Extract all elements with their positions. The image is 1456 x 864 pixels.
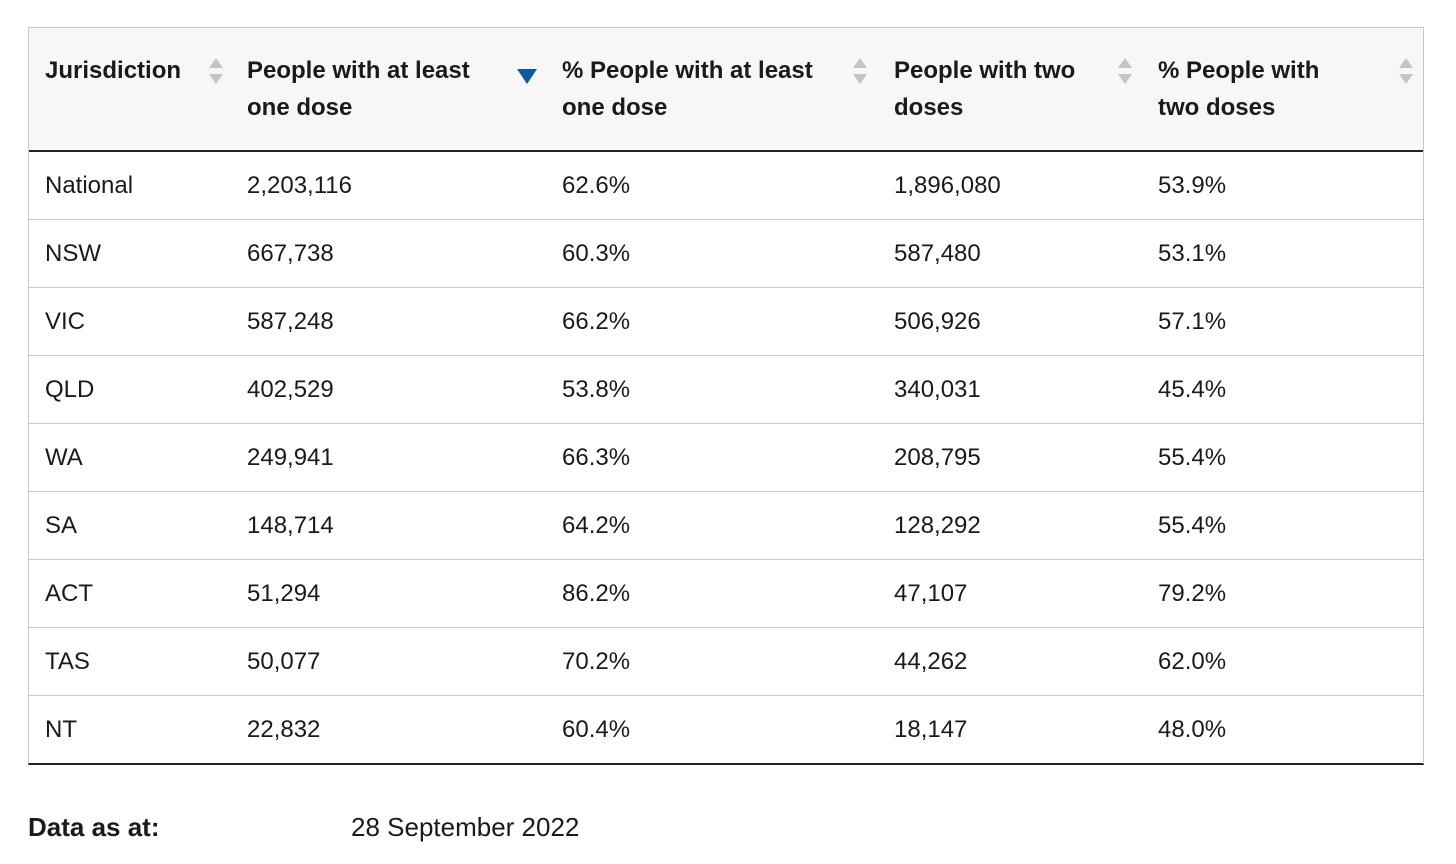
table-cell: 402,529 [247, 376, 334, 403]
table-cell: 57.1% [1158, 308, 1227, 335]
table-cell: 506,926 [894, 308, 981, 335]
table-cell: VIC [45, 308, 86, 335]
table-cell: 62.0% [1158, 648, 1227, 675]
sort-button[interactable] [1114, 56, 1136, 88]
sort-arrow [209, 74, 223, 84]
table-cell: 2,203,116 [247, 172, 352, 199]
sort-icon [1118, 58, 1132, 84]
table-cell: 79.2% [1158, 580, 1227, 607]
table-cell: 1,896,080 [894, 172, 1001, 199]
table-cell: 50,077 [247, 648, 321, 675]
table-cell: 45.4% [1158, 376, 1227, 403]
table-cell: 47,107 [894, 580, 968, 607]
header-text: People with at least one dose [247, 57, 470, 121]
table-cell: TAS [45, 648, 90, 675]
header-cell[interactable]: People with two doses [878, 28, 1142, 150]
sort-arrow [1118, 74, 1132, 84]
table-cell: 587,248 [247, 308, 334, 335]
table-row: QLD 402,529 53.8% 340,031 45.4% [29, 355, 1423, 423]
sort-button[interactable] [205, 56, 227, 88]
sort-icon [853, 58, 867, 84]
table-cell: 53.1% [1158, 240, 1227, 267]
header-cell[interactable]: % People with two doses [1142, 28, 1423, 150]
table-row: VIC 587,248 66.2% 506,926 57.1% [29, 287, 1423, 355]
table-row: NT 22,832 60.4% 18,147 48.0% [29, 695, 1423, 763]
table-cell: 208,795 [894, 444, 981, 471]
sort-arrow [1399, 74, 1413, 84]
table-cell: 55.4% [1158, 512, 1227, 539]
table-cell: 53.9% [1158, 172, 1227, 199]
header-cell[interactable]: % People with at least one dose [546, 28, 878, 150]
table-row: NSW 667,738 60.3% 587,480 53.1% [29, 219, 1423, 287]
table-cell: 70.2% [562, 648, 631, 675]
table-cell: 667,738 [247, 240, 334, 267]
footer-value: 28 September 2022 [351, 812, 580, 842]
sort-button[interactable] [1395, 56, 1417, 88]
table-cell: 128,292 [894, 512, 981, 539]
table-cell: QLD [45, 376, 95, 403]
table-cell: 66.2% [562, 308, 631, 335]
table-row: SA 148,714 64.2% 128,292 55.4% [29, 491, 1423, 559]
table-cell: 18,147 [894, 716, 968, 743]
footer-label: Data as at: [28, 812, 160, 842]
table-cell: 587,480 [894, 240, 981, 267]
table-cell: 64.2% [562, 512, 631, 539]
table-cell: 51,294 [247, 580, 321, 607]
header-row: Jurisdiction People with at least one dos… [29, 28, 1423, 152]
table-body: National 2,203,116 62.6% 1,896,080 53.9% NSW 6… [29, 152, 1423, 763]
table-cell: ACT [45, 580, 93, 607]
sort-arrow [209, 58, 223, 68]
table-cell: 48.0% [1158, 716, 1227, 743]
table-cell: 60.3% [562, 240, 631, 267]
data-table: Jurisdiction People with at least one dos… [28, 27, 1424, 765]
table-cell: 44,262 [894, 648, 968, 675]
table-cell: NT [45, 716, 77, 743]
header-cell[interactable]: People with at least one dose [231, 28, 546, 150]
header-text: Jurisdiction [45, 57, 182, 84]
table-cell: National [45, 172, 134, 199]
sort-desc [517, 69, 537, 84]
table-cell: 60.4% [562, 716, 631, 743]
table-cell: 55.4% [1158, 444, 1227, 471]
table-cell: SA [45, 512, 78, 539]
sort-icon [517, 69, 537, 84]
table-row: ACT 51,294 86.2% 47,107 79.2% [29, 559, 1423, 627]
sort-button[interactable] [849, 56, 871, 88]
table-cell: NSW [45, 240, 101, 267]
table-row: TAS 50,077 70.2% 44,262 62.0% [29, 627, 1423, 695]
table-cell: WA [45, 444, 83, 471]
sort-button[interactable] [516, 56, 538, 88]
sort-arrow [1118, 58, 1132, 68]
header-cell[interactable]: Jurisdiction [29, 28, 231, 150]
sort-icon [209, 58, 223, 84]
table-cell: 148,714 [247, 512, 334, 539]
header-text: People with two doses [894, 57, 1076, 121]
header-text: % People with two doses [1158, 57, 1320, 121]
sort-arrow [853, 58, 867, 68]
table-cell: 66.3% [562, 444, 631, 471]
sort-arrow [853, 74, 867, 84]
table-cell: 249,941 [247, 444, 334, 471]
header-text: % People with at least one dose [562, 57, 813, 121]
table-cell: 62.6% [562, 172, 631, 199]
table-row: National 2,203,116 62.6% 1,896,080 53.9% [29, 152, 1423, 219]
table-cell: 340,031 [894, 376, 981, 403]
table-cell: 53.8% [562, 376, 631, 403]
sort-arrow [1399, 58, 1413, 68]
table-cell: 86.2% [562, 580, 631, 607]
sort-icon [1399, 58, 1413, 84]
table-cell: 22,832 [247, 716, 321, 743]
table-row: WA 249,941 66.3% 208,795 55.4% [29, 423, 1423, 491]
